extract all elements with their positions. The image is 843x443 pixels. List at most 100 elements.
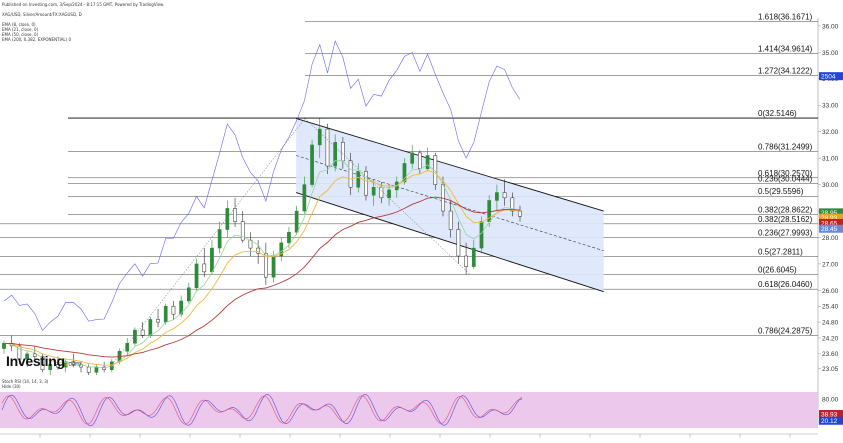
price-badge-label: 28.95 — [821, 210, 838, 217]
y-tick-label: 24.20 — [822, 335, 839, 342]
osc-badge — [819, 409, 843, 418]
fib-level-label: 0.786(31.2499) — [758, 143, 813, 152]
fib-level-label: 0.786(24.2875) — [758, 327, 813, 336]
candle-body — [302, 184, 307, 212]
candle-body — [179, 300, 183, 315]
candle-body — [240, 221, 245, 241]
fib-level-label: 0(32.5146) — [758, 109, 797, 118]
fib-level-label: 0.382(28.8622) — [758, 206, 813, 215]
candle-body — [317, 128, 322, 146]
fib-level-label: 0.382(28.5162) — [758, 215, 813, 224]
candle-body — [186, 287, 191, 302]
channel-mid-line — [296, 155, 604, 251]
osc-badge — [819, 416, 843, 425]
candle-body — [471, 247, 476, 267]
logo-suffix: com — [68, 361, 81, 368]
fib-level-label: 0.5(27.2811) — [758, 247, 803, 256]
fib-level-label: 0.5(29.5596) — [758, 187, 804, 196]
candle-body — [464, 255, 468, 267]
candle-body — [364, 171, 368, 196]
candle-body — [495, 192, 499, 201]
candle-body — [387, 189, 391, 199]
fib-level-label: 0.618(26.0460) — [758, 280, 813, 289]
header-indicator-2: EMA (21, close, 0) — [2, 27, 39, 32]
header-indicator-1: EMA (8, close, 0) — [2, 22, 36, 27]
candle-body — [210, 247, 214, 273]
oscillator-title: Stoch RSI (14, 14, 3, 3) — [2, 379, 49, 384]
candle-body — [264, 253, 268, 278]
header-symbol: XAG/USD, Silver/Amount/FX:XAGUSD, D — [2, 12, 82, 17]
candle-body — [310, 144, 314, 185]
candle-body — [194, 263, 199, 288]
candle-body — [418, 152, 422, 169]
projection-line-down — [304, 118, 471, 275]
y-tick-label: 33.00 — [822, 103, 839, 110]
logo-name: Investing — [6, 353, 65, 369]
y-tick-label: 31.00 — [822, 156, 839, 163]
candle-body — [25, 353, 29, 360]
investing-logo: Investing.com — [6, 353, 81, 369]
candle-body — [325, 128, 330, 167]
candle-body — [94, 366, 99, 373]
price-badge — [819, 224, 843, 233]
y-tick-label: 28.00 — [822, 235, 839, 242]
candle-body — [425, 155, 430, 169]
ema-slow-line — [3, 196, 521, 358]
candle-body — [48, 364, 53, 370]
candle-body — [63, 361, 68, 368]
candle-body — [456, 229, 461, 257]
candle-body — [156, 319, 160, 323]
candle-body — [279, 242, 284, 257]
y-tick-label: 35.00 — [822, 50, 839, 57]
candle-body — [2, 343, 6, 349]
candle-body — [510, 197, 515, 212]
fib-level-label: 0.236(27.9993) — [758, 229, 813, 238]
candle-body — [40, 356, 45, 370]
candle-body — [479, 221, 484, 249]
fib-level-label: 0.618(30.2570) — [758, 169, 813, 178]
candle-body — [56, 364, 60, 368]
candle-body — [86, 366, 91, 373]
price-badge — [819, 72, 843, 81]
stoch-k-line — [1, 394, 523, 427]
oscillator-subtitle: Hide (30) — [2, 384, 21, 389]
candle-body — [163, 305, 168, 323]
candle-body — [410, 152, 415, 164]
overlay-price-line — [3, 40, 521, 332]
price-badge — [819, 218, 843, 227]
osc-badge-label: 20.12 — [821, 418, 838, 425]
logo-dot: . — [64, 353, 69, 369]
candle-body — [217, 229, 222, 249]
y-tick-label: 23.60 — [822, 351, 839, 358]
osc-level-label: 80.00 — [822, 397, 839, 404]
y-tick-label: 27.00 — [822, 261, 839, 268]
fib-level-label: 1.272(34.1222) — [758, 67, 813, 76]
y-tick-label: 23.05 — [822, 366, 839, 373]
candle-body — [402, 163, 407, 183]
candle-body — [233, 208, 237, 222]
candle-body — [148, 319, 153, 336]
candle-body — [356, 171, 361, 188]
y-tick-label: 24.80 — [822, 320, 839, 327]
header-indicator-3: EMA (50, close, 0) — [2, 32, 39, 37]
fib-level-label: 1.414(34.9614) — [758, 44, 813, 53]
candle-body — [32, 353, 37, 357]
price-badge — [819, 213, 843, 222]
fib-level-label: 0(26.6045) — [758, 265, 797, 274]
y-tick-label: 25.40 — [822, 304, 839, 311]
candle-body — [287, 231, 291, 244]
header-indicator-4: EMA (200, 0.382, EXPONENTIAL) 0 — [2, 37, 72, 42]
price-badge-label: 28.45 — [821, 226, 838, 233]
price-badge-label: 2504 — [821, 74, 836, 81]
candle-body — [341, 142, 345, 162]
candle-body — [140, 329, 145, 336]
candle-body — [294, 210, 299, 233]
channel-upper-line — [295, 118, 604, 212]
fib-level-label: 1.618(36.1671) — [758, 13, 813, 22]
y-tick-label: 36.00 — [822, 23, 839, 30]
candle-body — [487, 200, 492, 222]
osc-badge-label: 38.93 — [821, 411, 838, 418]
y-tick-label: 32.00 — [822, 129, 839, 136]
